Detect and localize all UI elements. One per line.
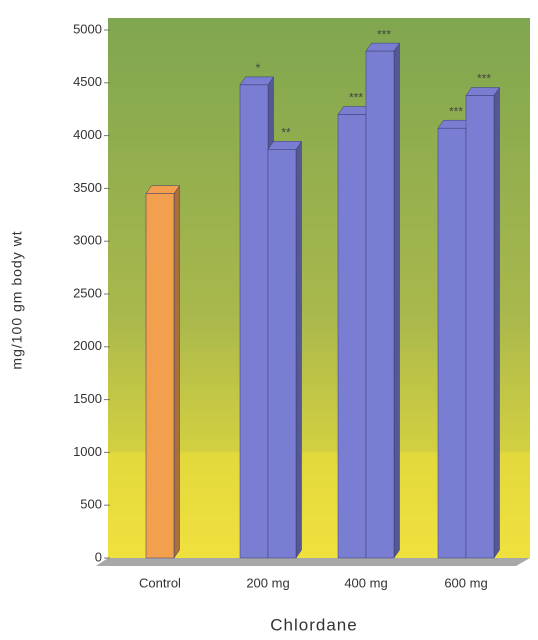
bar-side [494, 87, 500, 558]
bar-top [268, 141, 302, 149]
bar-top [466, 87, 500, 95]
bar [338, 114, 366, 558]
bar-top [146, 186, 180, 194]
y-tick-label: 4000 [73, 127, 102, 142]
bar-top [366, 43, 400, 51]
y-tick-label: 500 [80, 497, 102, 512]
x-tick-label: 200 mg [246, 575, 289, 590]
bar [366, 51, 394, 558]
y-tick-label: 5000 [73, 21, 102, 36]
bar [240, 85, 268, 558]
bar-top [240, 77, 274, 85]
floor [96, 558, 530, 566]
bar [146, 194, 174, 558]
chart: mg/100 gm body wt Chlordane 0 500 1000 1500… [0, 0, 538, 640]
significance-label: *** [349, 91, 363, 105]
y-axis-title: mg/100 gm body wt [9, 230, 25, 369]
bar-side [174, 186, 180, 558]
significance-label: * [256, 61, 261, 75]
x-tick-label: Control [139, 575, 181, 590]
bar-side [296, 141, 302, 558]
y-tick-label: 4500 [73, 74, 102, 89]
y-tick-label: 2000 [73, 338, 102, 353]
significance-label: *** [477, 72, 491, 86]
significance-label: ** [281, 125, 291, 139]
significance-label: *** [449, 104, 463, 118]
y-tick-label: 3000 [73, 233, 102, 248]
significance-label: *** [377, 27, 391, 41]
y-tick-label: 1500 [73, 391, 102, 406]
bar [466, 95, 494, 558]
page: mg/100 gm body wt Chlordane 0 500 1000 1500… [0, 0, 538, 640]
y-tick-label: 2500 [73, 285, 102, 300]
y-tick-label: 0 [95, 549, 102, 564]
x-tick-label: 400 mg [344, 575, 387, 590]
bar [268, 149, 296, 558]
x-tick-label: 600 mg [444, 575, 487, 590]
bar [438, 128, 466, 558]
y-tick-label: 1000 [73, 444, 102, 459]
bar-side [394, 43, 400, 558]
y-tick-label: 3500 [73, 180, 102, 195]
x-axis-title: Chlordane [270, 615, 357, 634]
